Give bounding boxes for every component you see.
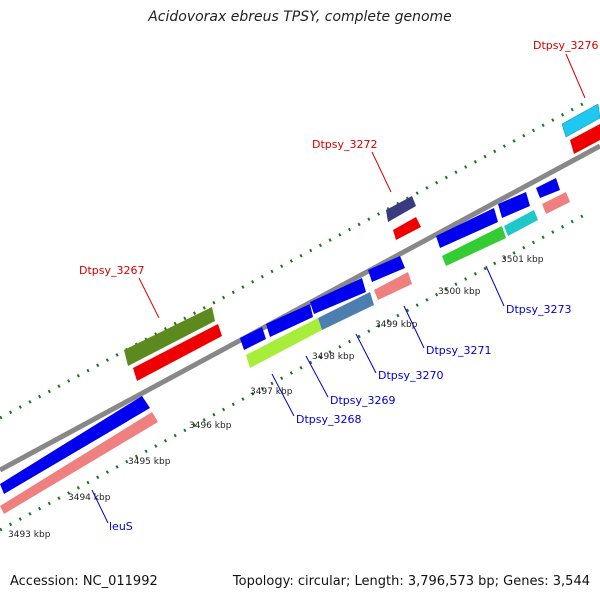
leader-line-3270 (355, 333, 377, 374)
feature-dtpsy3276-cyan[interactable] (561, 103, 600, 138)
feature-3269-green[interactable] (246, 318, 322, 368)
kbp-label: 3501 kbp (501, 255, 544, 265)
gene-label-leus[interactable]: leuS (109, 520, 133, 533)
feature-3275-blue[interactable] (536, 178, 560, 198)
feature-dtpsy3267-red[interactable] (133, 324, 222, 381)
kbp-label: 3495 kbp (128, 457, 171, 467)
feature-3270-blue[interactable] (310, 278, 366, 314)
gene-label-dtpsy3272[interactable]: Dtpsy_3272 (312, 138, 378, 151)
genome-backbone (0, 143, 600, 473)
gene-label-dtpsy3269[interactable]: Dtpsy_3269 (330, 394, 396, 407)
feature-3271-pink[interactable] (374, 272, 412, 300)
feature-3273-green[interactable] (442, 226, 506, 266)
gene-label-dtpsy3270[interactable]: Dtpsy_3270 (378, 369, 444, 382)
accession-text: Accession: NC_011992 (10, 574, 158, 589)
leader-line-3271 (403, 305, 425, 349)
leader-line-3267 (138, 277, 160, 319)
gene-label-dtpsy3276[interactable]: Dtpsy_3276 (533, 39, 599, 52)
outer-tick-track (0, 98, 591, 420)
gene-label-dtpsy3273[interactable]: Dtpsy_3273 (506, 303, 572, 316)
feature-3271-blue[interactable] (368, 256, 405, 282)
gene-label-dtpsy3271[interactable]: Dtpsy_3271 (426, 344, 492, 357)
leader-line-leus (91, 489, 109, 524)
feature-3270-steel[interactable] (318, 292, 374, 330)
kbp-label: 3494 kbp (68, 493, 111, 503)
feature-3275-pink[interactable] (542, 192, 570, 214)
leader-line-3272 (371, 151, 392, 193)
feature-dtpsy3272-purple[interactable] (386, 196, 416, 222)
feature-leus-blue[interactable] (0, 396, 150, 494)
feature-3269-blue[interactable] (266, 304, 313, 337)
leader-line-3273 (485, 265, 505, 307)
kbp-label: 3498 kbp (312, 352, 355, 362)
leader-line-3268 (271, 373, 295, 417)
kbp-label: 3493 kbp (8, 530, 51, 540)
kbp-label: 3497 kbp (250, 387, 293, 397)
gene-label-dtpsy3268[interactable]: Dtpsy_3268 (296, 413, 362, 426)
kbp-label: 3500 kbp (438, 287, 481, 297)
feature-3273-blue[interactable] (436, 208, 498, 248)
feature-dtpsy3267-olive[interactable] (124, 307, 215, 366)
kbp-label: 3496 kbp (189, 421, 232, 431)
leader-line-3269 (305, 355, 329, 398)
feature-dtpsy3272-red[interactable] (393, 217, 421, 240)
kbp-label: 3499 kbp (375, 320, 418, 330)
map-title: Acidovorax ebreus TPSY, complete genome (148, 9, 452, 25)
feature-dtpsy3276-red[interactable] (570, 124, 600, 154)
leader-line-3276 (565, 53, 586, 99)
inner-tick-track (0, 210, 591, 532)
feature-3268-blue[interactable] (240, 327, 266, 350)
feature-leus-pink[interactable] (0, 412, 158, 514)
feature-3274-cyan[interactable] (504, 210, 538, 236)
feature-3274-blue[interactable] (498, 192, 530, 218)
topology-text: Topology: circular; Length: 3,796,573 bp… (232, 574, 590, 589)
gene-label-dtpsy3267[interactable]: Dtpsy_3267 (79, 264, 145, 277)
